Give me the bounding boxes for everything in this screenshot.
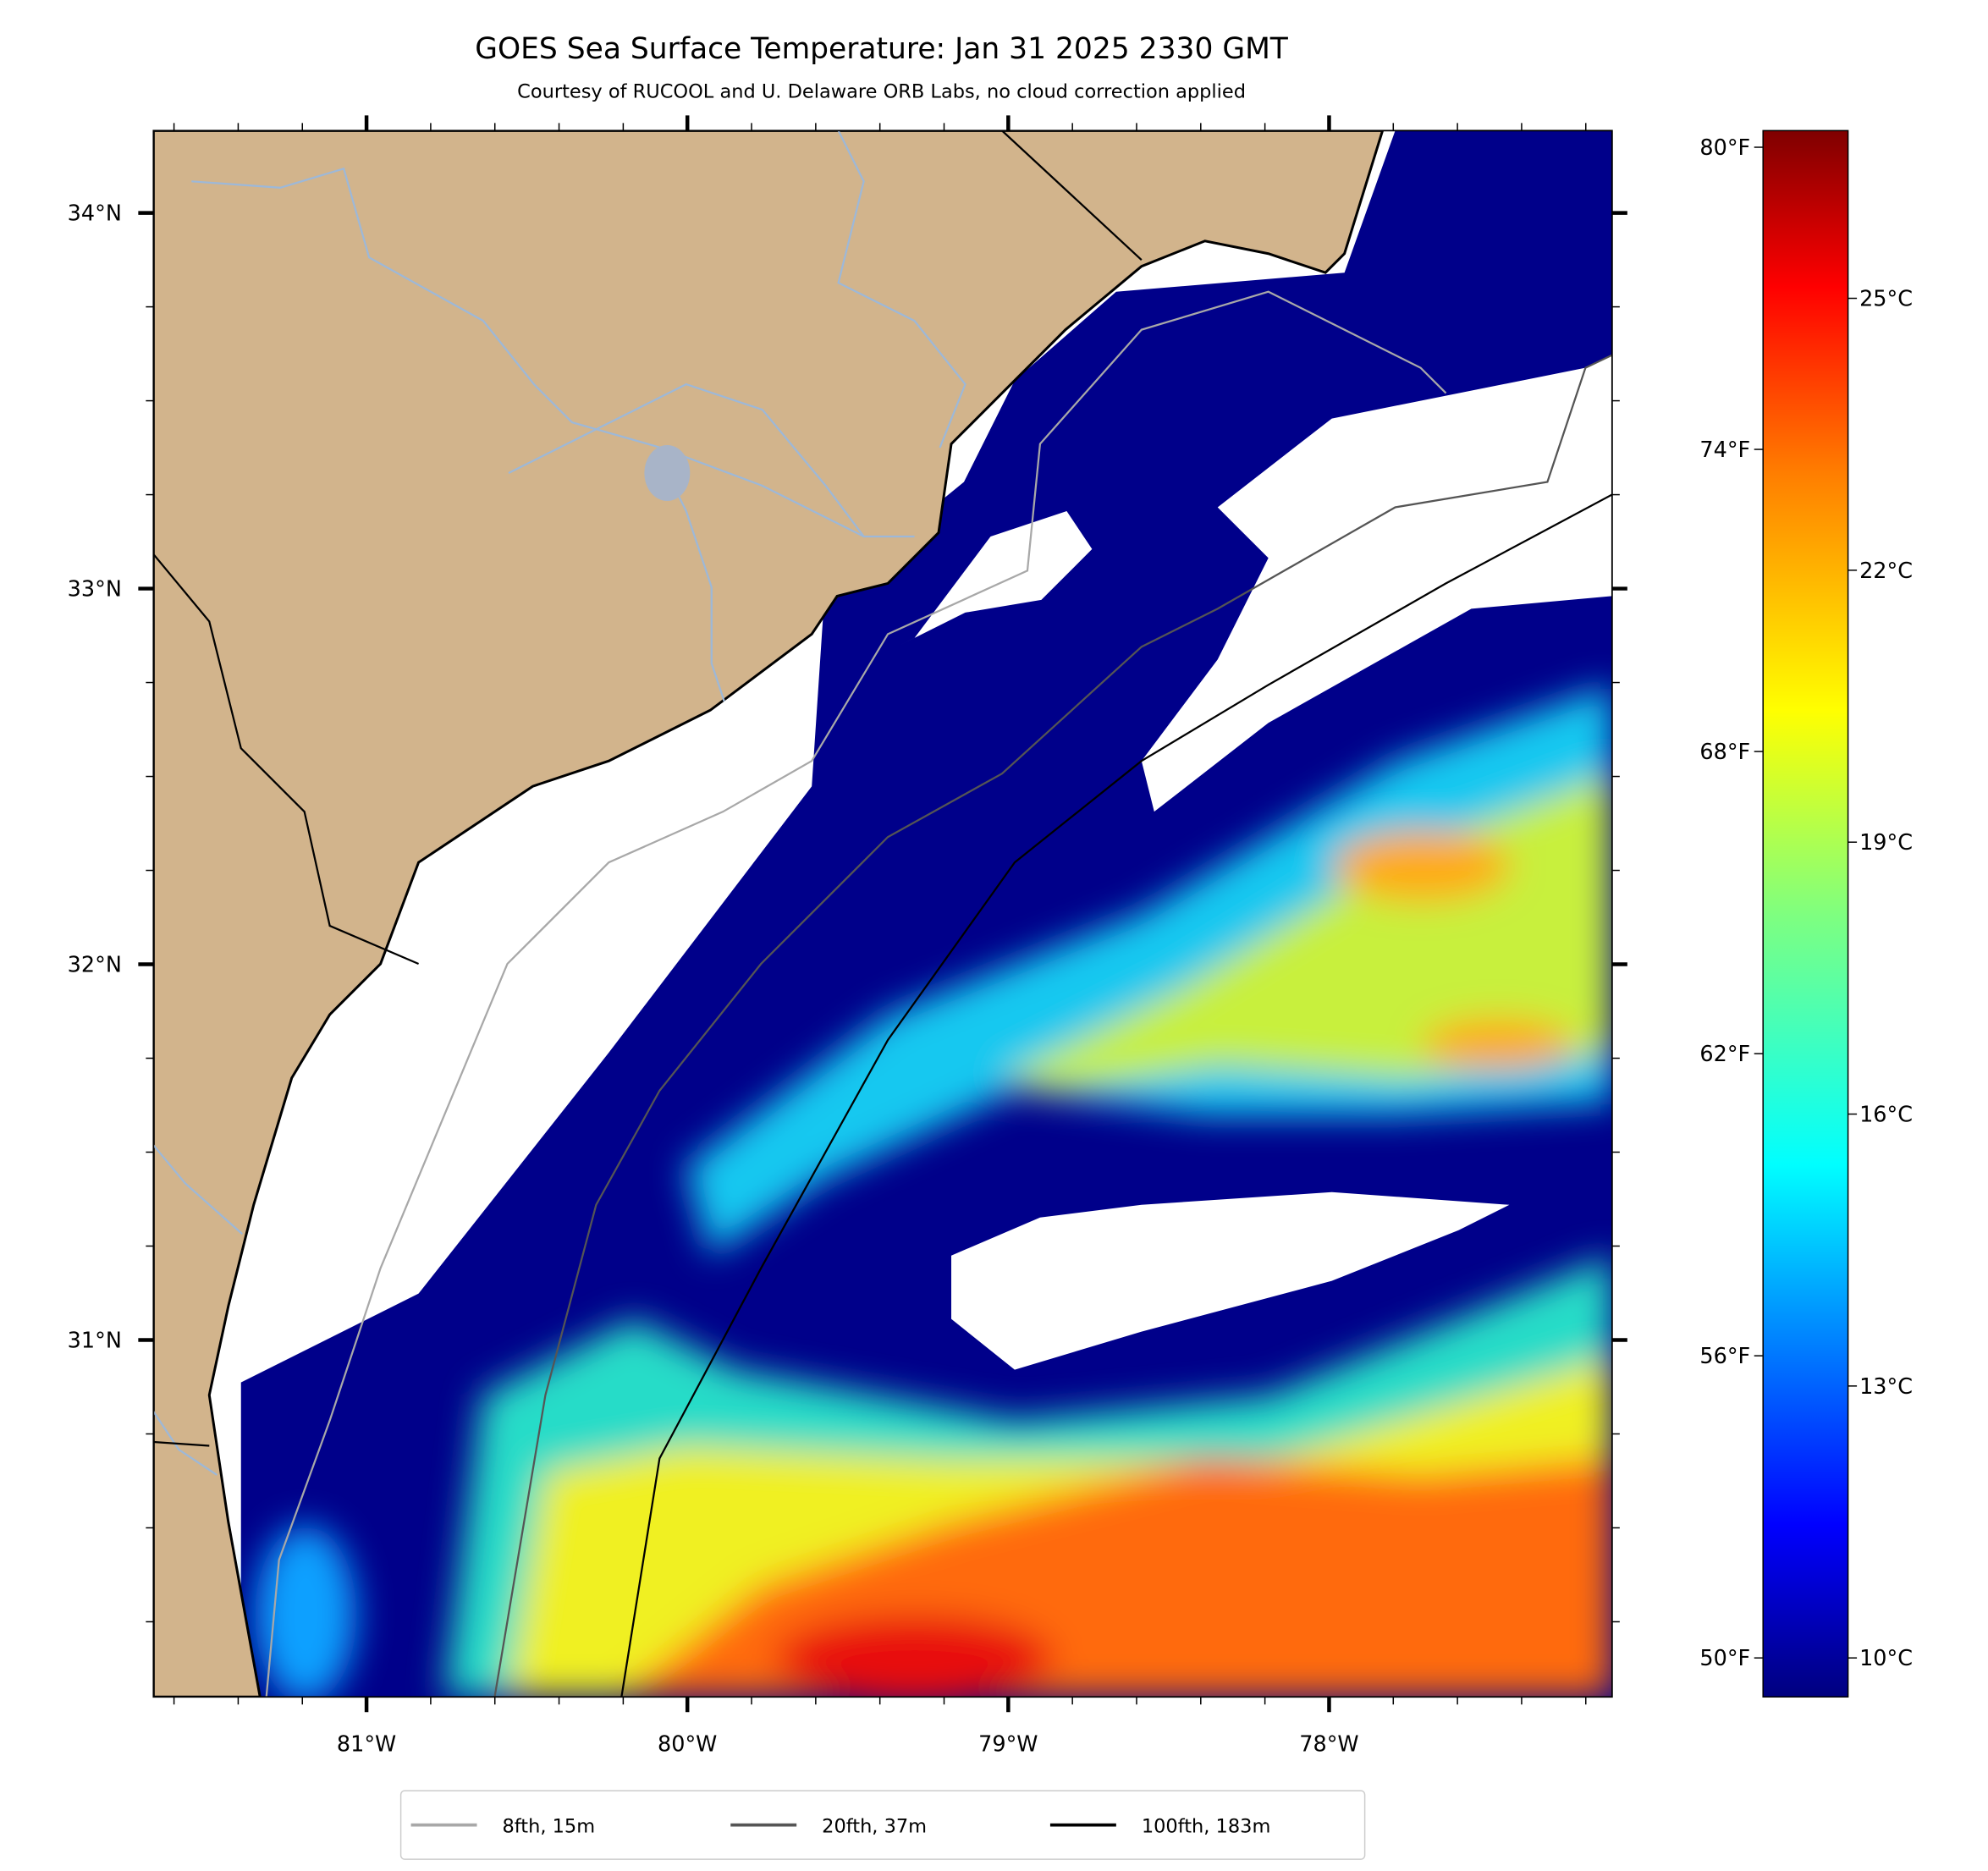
legend-frame (399, 1790, 1366, 1860)
celsius-tick-label: 10°C (1859, 1646, 1913, 1671)
lon-tick-label: 81°W (337, 1732, 396, 1758)
legend-label: 100fth, 183m (1142, 1816, 1271, 1838)
celsius-tick-label: 19°C (1859, 830, 1913, 856)
fahrenheit-tick-label: 50°F (1699, 1646, 1750, 1671)
sst-warm-spot (1333, 830, 1511, 902)
lon-tick-label: 78°W (1299, 1732, 1358, 1758)
isobath-20fth (493, 354, 1612, 1698)
land-area (153, 130, 1385, 1698)
colorbar-gradient (1762, 129, 1849, 1698)
sst-hot-spot (774, 1614, 1055, 1698)
colorbar-ticks: 25°C 22°C 19°C 16°C 13°C 10°C 80°F 74°F 68°F 62°F… (1699, 135, 1913, 1671)
sst-map: 81°W 80°W 79°W 78°W 34°N 33°N 32°N 31°N (68, 115, 1627, 1758)
lon-tick-label: 80°W (658, 1732, 717, 1758)
celsius-tick-label: 16°C (1859, 1103, 1913, 1128)
map-ticks: 81°W 80°W 79°W 78°W 34°N 33°N 32°N 31°N (68, 115, 1627, 1758)
fahrenheit-tick-label: 68°F (1699, 740, 1750, 765)
sst-warm-spot (1422, 1018, 1574, 1070)
legend-label: 20fth, 37m (822, 1816, 927, 1838)
sst-cloud-patch (863, 510, 1093, 663)
sst-warm-band (685, 685, 1612, 1256)
rivers (153, 130, 966, 1476)
state-borders (153, 130, 1143, 1447)
celsius-tick-label: 22°C (1859, 559, 1913, 584)
fahrenheit-tick-label: 56°F (1699, 1344, 1750, 1369)
lon-tick-label: 79°W (978, 1732, 1038, 1758)
legend-label: 8fth, 15m (502, 1816, 595, 1838)
fahrenheit-tick-label: 74°F (1699, 437, 1750, 463)
isobath-100fth (620, 493, 1612, 1698)
fahrenheit-tick-label: 62°F (1699, 1042, 1750, 1067)
isobath-8fth (265, 290, 1447, 1698)
map-frame (152, 129, 1613, 1698)
fahrenheit-tick-label: 80°F (1699, 135, 1750, 161)
lat-tick-label: 33°N (68, 577, 122, 603)
legend: 8fth, 15m 20fth, 37m 100fth, 183m (399, 1790, 1366, 1860)
figure-subtitle: Courtesy of RUCOOL and U. Delaware ORB L… (517, 80, 1246, 102)
lat-tick-label: 32°N (68, 953, 122, 978)
lake (644, 445, 691, 501)
lat-tick-label: 31°N (68, 1328, 122, 1353)
sst-cloud-patch (951, 1191, 1510, 1370)
colorbar: 25°C 22°C 19°C 16°C 13°C 10°C 80°F 74°F 68°F 62°F… (1699, 129, 1913, 1698)
sst-cloud-patch (1141, 355, 1612, 812)
lat-tick-label: 34°N (68, 201, 122, 227)
figure-title: GOES Sea Surface Temperature: Jan 31 202… (475, 32, 1289, 66)
celsius-tick-label: 13°C (1859, 1374, 1913, 1400)
celsius-tick-label: 25°C (1859, 287, 1913, 312)
sst-cool-patch (255, 1525, 357, 1698)
